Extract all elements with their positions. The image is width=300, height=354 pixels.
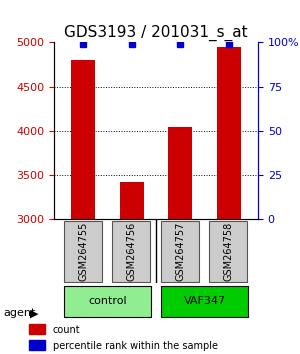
FancyBboxPatch shape [209, 221, 247, 282]
Text: GSM264755: GSM264755 [78, 222, 88, 281]
Text: count: count [53, 325, 80, 335]
Text: GSM264756: GSM264756 [127, 222, 137, 281]
Bar [71, 60, 95, 219]
Text: agent: agent [3, 308, 35, 318]
FancyBboxPatch shape [161, 286, 248, 317]
Text: GSM264758: GSM264758 [224, 222, 234, 281]
Text: VAF347: VAF347 [184, 296, 226, 306]
Bar [28, 340, 45, 350]
Text: percentile rank within the sample: percentile rank within the sample [53, 341, 218, 351]
FancyBboxPatch shape [64, 286, 151, 317]
Bar [168, 127, 192, 219]
FancyBboxPatch shape [161, 221, 199, 282]
FancyBboxPatch shape [112, 221, 150, 282]
Bar [217, 47, 241, 219]
Bar [28, 324, 45, 334]
Text: ▶: ▶ [30, 308, 38, 318]
Text: GSM264757: GSM264757 [175, 222, 185, 281]
Bar [120, 182, 144, 219]
Text: control: control [88, 296, 127, 306]
FancyBboxPatch shape [64, 221, 102, 282]
Title: GDS3193 / 201031_s_at: GDS3193 / 201031_s_at [64, 25, 248, 41]
